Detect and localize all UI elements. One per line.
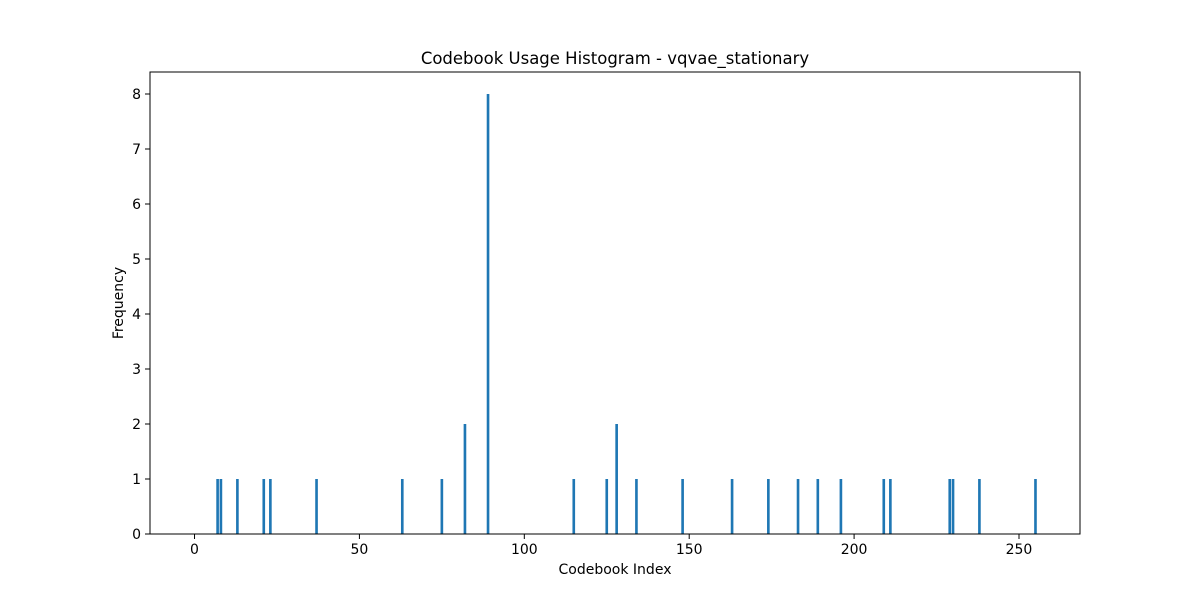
bar-index-82 <box>463 424 467 534</box>
bar-index-148 <box>681 479 684 534</box>
y-tick-label: 3 <box>132 362 141 378</box>
y-tick-label: 5 <box>132 252 141 268</box>
bar-index-229 <box>948 479 952 534</box>
y-tick-label: 8 <box>132 87 141 103</box>
y-tick-label: 4 <box>132 307 141 323</box>
bar-index-134 <box>635 479 638 534</box>
bar-index-37 <box>315 479 318 534</box>
plot-frame <box>149 71 1081 535</box>
bar-index-23 <box>269 479 272 534</box>
bar-index-209 <box>882 479 886 534</box>
x-tick-label: 0 <box>190 542 199 558</box>
y-tick-label: 7 <box>132 142 141 158</box>
bar-index-125 <box>605 479 609 534</box>
x-axis-ticks: 0 50 100 150 200 250 <box>190 534 1032 558</box>
bar-index-163 <box>730 479 734 534</box>
y-tick-label: 0 <box>132 527 141 543</box>
bar-index-230 <box>951 479 955 534</box>
y-tick-label: 6 <box>132 197 141 213</box>
y-tick-label: 1 <box>132 472 141 488</box>
bar-index-63 <box>400 479 404 534</box>
bar-index-128 <box>615 424 618 534</box>
y-axis-ticks: 0 1 2 3 4 5 6 7 8 <box>132 87 150 543</box>
bar-index-238 <box>978 479 981 534</box>
bar-index-7 <box>216 479 219 534</box>
bar-index-8 <box>219 479 223 534</box>
x-tick-label: 200 <box>841 542 868 558</box>
x-tick-label: 50 <box>351 542 369 558</box>
bar-index-183 <box>796 479 800 534</box>
chart-title: Codebook Usage Histogram - vqvae_station… <box>421 49 810 69</box>
x-tick-label: 250 <box>1006 542 1033 558</box>
bar-index-211 <box>889 479 892 534</box>
y-tick-label: 2 <box>132 417 141 433</box>
bar-index-189 <box>816 479 820 534</box>
bar-index-89 <box>486 94 490 534</box>
bar-index-174 <box>767 479 770 534</box>
bar-index-115 <box>572 479 576 534</box>
bar-index-21 <box>262 479 266 534</box>
bar-index-196 <box>839 479 843 534</box>
x-tick-label: 100 <box>511 542 538 558</box>
y-axis-label: Frequency <box>111 267 127 339</box>
bars-group <box>216 94 1037 534</box>
bar-index-13 <box>236 479 239 534</box>
x-axis-label: Codebook Index <box>559 562 672 578</box>
bar-index-75 <box>440 479 444 534</box>
x-tick-label: 150 <box>676 542 703 558</box>
bar-index-255 <box>1034 479 1037 534</box>
